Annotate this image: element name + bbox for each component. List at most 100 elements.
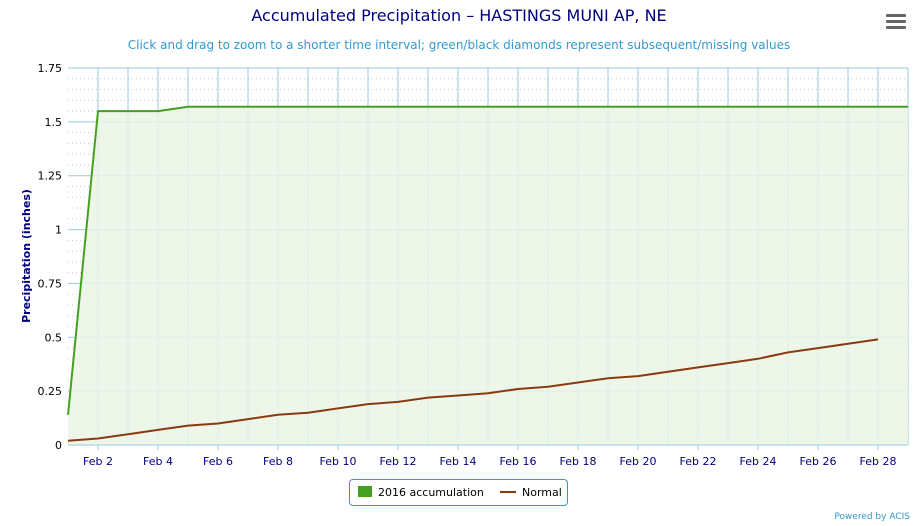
data-point-normal[interactable] [515, 386, 521, 392]
x-tick-label: Feb 2 [83, 455, 113, 468]
data-point-normal[interactable] [95, 436, 101, 442]
data-point-normal[interactable] [485, 390, 491, 396]
data-point-2016-accumulation[interactable] [215, 104, 221, 110]
data-point-normal[interactable] [815, 345, 821, 351]
data-point-normal[interactable] [545, 384, 551, 390]
data-point-2016-accumulation[interactable] [815, 104, 821, 110]
data-point-normal[interactable] [845, 341, 851, 347]
data-point-normal[interactable] [215, 420, 221, 426]
data-point-2016-accumulation[interactable] [695, 104, 701, 110]
data-point-2016-accumulation[interactable] [425, 104, 431, 110]
data-point-2016-accumulation[interactable] [785, 104, 791, 110]
x-tick-label: Feb 24 [740, 455, 777, 468]
data-point-2016-accumulation[interactable] [755, 104, 761, 110]
x-tick-label: Feb 20 [620, 455, 657, 468]
data-point-2016-accumulation[interactable] [335, 104, 341, 110]
data-point-normal[interactable] [425, 395, 431, 401]
data-point-2016-accumulation[interactable] [185, 104, 191, 110]
menu-bar [886, 14, 906, 17]
x-tick-label: Feb 22 [680, 455, 717, 468]
chart-subtitle: Click and drag to zoom to a shorter time… [127, 38, 791, 52]
data-point-2016-accumulation[interactable] [665, 104, 671, 110]
y-tick-label: 0.75 [38, 277, 63, 290]
data-point-normal[interactable] [635, 373, 641, 379]
data-point-normal[interactable] [725, 360, 731, 366]
chart-title: Accumulated Precipitation – HASTINGS MUN… [251, 6, 667, 25]
x-tick-label: Feb 4 [143, 455, 173, 468]
data-point-normal[interactable] [575, 380, 581, 386]
data-point-2016-accumulation[interactable] [905, 104, 911, 110]
y-axis-label: Precipitation (inches) [20, 189, 33, 323]
data-point-2016-accumulation[interactable] [395, 104, 401, 110]
data-point-2016-accumulation[interactable] [305, 104, 311, 110]
y-tick-label: 0 [55, 439, 62, 452]
data-point-2016-accumulation[interactable] [845, 104, 851, 110]
legend-item-normal[interactable]: Normal [500, 486, 562, 499]
y-tick-label: 1.25 [38, 170, 63, 183]
menu-bar [886, 20, 906, 23]
data-point-2016-accumulation[interactable] [485, 104, 491, 110]
series-line-2016-accumulation[interactable] [67, 105, 908, 415]
x-tick-label: Feb 26 [800, 455, 837, 468]
data-point-2016-accumulation[interactable] [575, 104, 581, 110]
data-point-normal[interactable] [275, 412, 281, 418]
data-point-normal[interactable] [695, 364, 701, 370]
data-point-normal[interactable] [395, 399, 401, 405]
legend: 2016 accumulation Normal [349, 479, 568, 506]
legend-swatch [500, 491, 516, 493]
data-point-2016-accumulation[interactable] [455, 104, 461, 110]
x-tick-label: Feb 14 [440, 455, 477, 468]
data-point-2016-accumulation[interactable] [725, 104, 731, 110]
legend-swatch [358, 486, 372, 497]
x-tick-label: Feb 8 [263, 455, 293, 468]
data-point-normal[interactable] [365, 401, 371, 407]
legend-label: Normal [522, 486, 562, 499]
legend-item-2016-accumulation[interactable]: 2016 accumulation [358, 486, 484, 499]
data-point-normal[interactable] [875, 336, 881, 342]
data-point-normal[interactable] [305, 410, 311, 416]
data-point-2016-accumulation[interactable] [875, 104, 881, 110]
area-layer [68, 106, 908, 446]
data-point-2016-accumulation[interactable] [95, 108, 101, 114]
hamburger-menu-icon[interactable] [886, 14, 906, 30]
line-layer [65, 104, 911, 444]
data-point-2016-accumulation[interactable] [155, 108, 161, 114]
x-tick-label: Feb 10 [320, 455, 357, 468]
y-tick-label: 0.25 [38, 385, 63, 398]
data-point-normal[interactable] [605, 375, 611, 381]
data-point-2016-accumulation[interactable] [125, 108, 131, 114]
axes: 0 0.25 0.5 0.75 1 1.25 1.5 1.75 Feb 2 Feb 4 Feb 6 F… [38, 62, 908, 468]
series-line-normal[interactable] [67, 338, 879, 442]
series-area-2016-accumulation [68, 106, 908, 446]
menu-bar [886, 26, 906, 29]
data-point-normal[interactable] [155, 427, 161, 433]
data-point-normal[interactable] [185, 423, 191, 429]
y-tick-label: 1.75 [38, 62, 63, 75]
data-point-normal[interactable] [785, 349, 791, 355]
data-point-2016-accumulation[interactable] [605, 104, 611, 110]
data-point-normal[interactable] [665, 369, 671, 375]
data-point-normal[interactable] [335, 405, 341, 411]
x-tick-label: Feb 28 [860, 455, 897, 468]
data-point-2016-accumulation[interactable] [245, 104, 251, 110]
data-point-2016-accumulation[interactable] [635, 104, 641, 110]
y-tick-label: 1.5 [45, 116, 63, 129]
data-point-2016-accumulation[interactable] [365, 104, 371, 110]
data-point-normal[interactable] [245, 416, 251, 422]
data-point-2016-accumulation[interactable] [545, 104, 551, 110]
data-point-2016-accumulation[interactable] [515, 104, 521, 110]
data-point-normal[interactable] [65, 438, 71, 444]
y-tick-label: 1 [55, 224, 62, 237]
data-point-normal[interactable] [455, 392, 461, 398]
data-point-normal[interactable] [755, 356, 761, 362]
data-point-2016-accumulation[interactable] [65, 412, 71, 418]
data-point-normal[interactable] [125, 431, 131, 437]
y-tick-label: 0.5 [45, 331, 63, 344]
powered-by-link[interactable]: Powered by ACIS [834, 512, 910, 522]
legend-label: 2016 accumulation [378, 486, 484, 499]
x-tick-label: Feb 6 [203, 455, 233, 468]
x-tick-label: Feb 16 [500, 455, 537, 468]
x-tick-label: Feb 12 [380, 455, 417, 468]
data-point-2016-accumulation[interactable] [275, 104, 281, 110]
